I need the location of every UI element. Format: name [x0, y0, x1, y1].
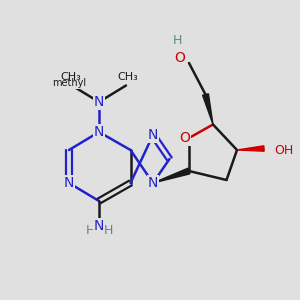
- Text: methyl: methyl: [52, 78, 86, 88]
- Text: N: N: [94, 220, 104, 233]
- Text: H: H: [103, 224, 113, 238]
- Text: O: O: [179, 131, 190, 145]
- Polygon shape: [202, 94, 213, 124]
- Text: H: H: [85, 224, 95, 238]
- Text: N: N: [64, 176, 74, 190]
- Polygon shape: [153, 168, 190, 183]
- Text: O: O: [175, 52, 185, 65]
- Text: N: N: [148, 176, 158, 190]
- Polygon shape: [237, 146, 264, 151]
- Text: CH₃: CH₃: [60, 73, 81, 82]
- Text: OH: OH: [274, 143, 294, 157]
- Text: N: N: [148, 128, 158, 142]
- Text: N: N: [94, 125, 104, 139]
- Text: CH₃: CH₃: [117, 73, 138, 82]
- Text: N: N: [94, 95, 104, 109]
- Text: H: H: [172, 34, 182, 47]
